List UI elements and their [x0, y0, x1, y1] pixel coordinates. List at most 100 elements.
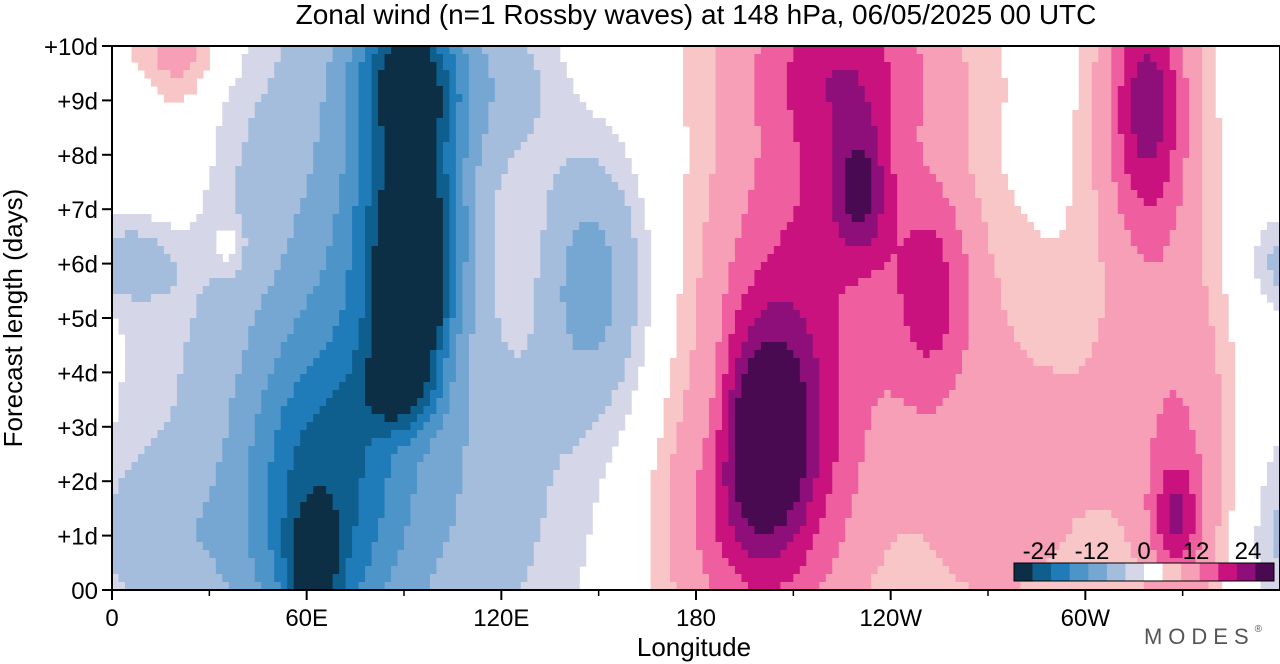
field-cell [280, 550, 295, 559]
field-cell [436, 350, 451, 359]
field-cell [429, 46, 438, 55]
field-cell [468, 374, 626, 383]
field-cell [209, 278, 275, 287]
field-cell [494, 310, 535, 319]
field-cell [897, 534, 924, 543]
field-cell [890, 102, 924, 111]
field-cell [449, 294, 457, 303]
field-cell [890, 390, 950, 399]
field-cell [1221, 470, 1236, 479]
field-cell [241, 262, 282, 271]
field-cell [287, 582, 295, 591]
field-cell [209, 550, 249, 559]
field-cell [696, 478, 717, 487]
field-cell [683, 230, 704, 239]
field-cell [1150, 486, 1164, 495]
field-cell [468, 382, 619, 391]
field-cell [287, 478, 360, 487]
field-cell [1260, 558, 1280, 567]
field-cell [1215, 350, 1236, 359]
field-cell [455, 70, 470, 79]
field-cell [754, 270, 872, 279]
field-cell [637, 286, 652, 295]
field-cell [378, 222, 444, 231]
field-cell [248, 510, 269, 519]
field-cell [442, 542, 535, 551]
field-cell [631, 214, 645, 223]
field-cell [1091, 174, 1112, 183]
field-cell [1221, 438, 1236, 447]
field-cell [157, 54, 197, 63]
field-cell [760, 262, 885, 271]
field-cell [371, 542, 405, 551]
field-cell [345, 142, 360, 151]
field-cell [923, 94, 970, 103]
field-cell [741, 342, 762, 351]
y-tick-label: +10d [44, 34, 98, 61]
field-cell [721, 414, 730, 423]
field-cell [546, 510, 593, 519]
field-cell [793, 502, 807, 511]
field-cell [650, 486, 671, 495]
field-cell [754, 166, 801, 175]
field-cell [475, 326, 502, 335]
field-cell [994, 254, 1099, 263]
field-cell [410, 406, 425, 415]
field-cell [1130, 550, 1158, 559]
field-cell [1013, 326, 1099, 335]
field-cell [650, 494, 671, 503]
field-cell [1111, 46, 1125, 55]
field-cell [1078, 366, 1216, 375]
field-cell [832, 206, 846, 215]
field-cell [150, 78, 197, 87]
field-cell [410, 518, 457, 527]
field-cell [371, 150, 386, 159]
field-cell [884, 166, 892, 175]
field-cell [442, 302, 451, 311]
field-cell [1150, 526, 1158, 535]
field-cell [877, 142, 892, 151]
field-cell [754, 102, 788, 111]
field-cell [494, 262, 541, 271]
field-cell [897, 182, 944, 191]
field-cell [157, 238, 217, 247]
field-cell [683, 182, 710, 191]
field-cell [462, 318, 476, 327]
field-cell [721, 478, 736, 487]
field-cell [384, 62, 438, 71]
field-cell [365, 374, 431, 383]
field-cell [222, 454, 249, 463]
field-cell [825, 574, 872, 583]
field-cell [812, 478, 833, 487]
field-cell [962, 46, 1002, 55]
field-cell [397, 550, 444, 559]
field-cell [345, 582, 360, 591]
field-cell [605, 230, 632, 239]
field-cell [884, 54, 924, 63]
field-cell [566, 158, 600, 167]
field-cell [1202, 182, 1223, 191]
field-cell [397, 558, 438, 567]
field-cell [696, 310, 723, 319]
field-cell [1163, 94, 1177, 103]
field-cell [715, 350, 730, 359]
field-cell [313, 358, 353, 367]
field-cell [1052, 550, 1132, 559]
field-cell [683, 214, 710, 223]
field-cell [559, 166, 606, 175]
field-cell [365, 454, 392, 463]
field-cell [449, 526, 541, 535]
field-cell [832, 118, 872, 127]
field-cell [741, 230, 781, 239]
field-cell [235, 230, 243, 239]
field-cell [235, 374, 269, 383]
field-cell [358, 94, 373, 103]
field-cell [1176, 214, 1203, 223]
field-cell [1111, 102, 1119, 111]
field-cell [397, 446, 431, 455]
field-cell [196, 54, 210, 63]
field-cell [1189, 110, 1203, 119]
field-cell [371, 262, 444, 271]
field-cell [436, 358, 444, 367]
field-cell [352, 542, 373, 551]
